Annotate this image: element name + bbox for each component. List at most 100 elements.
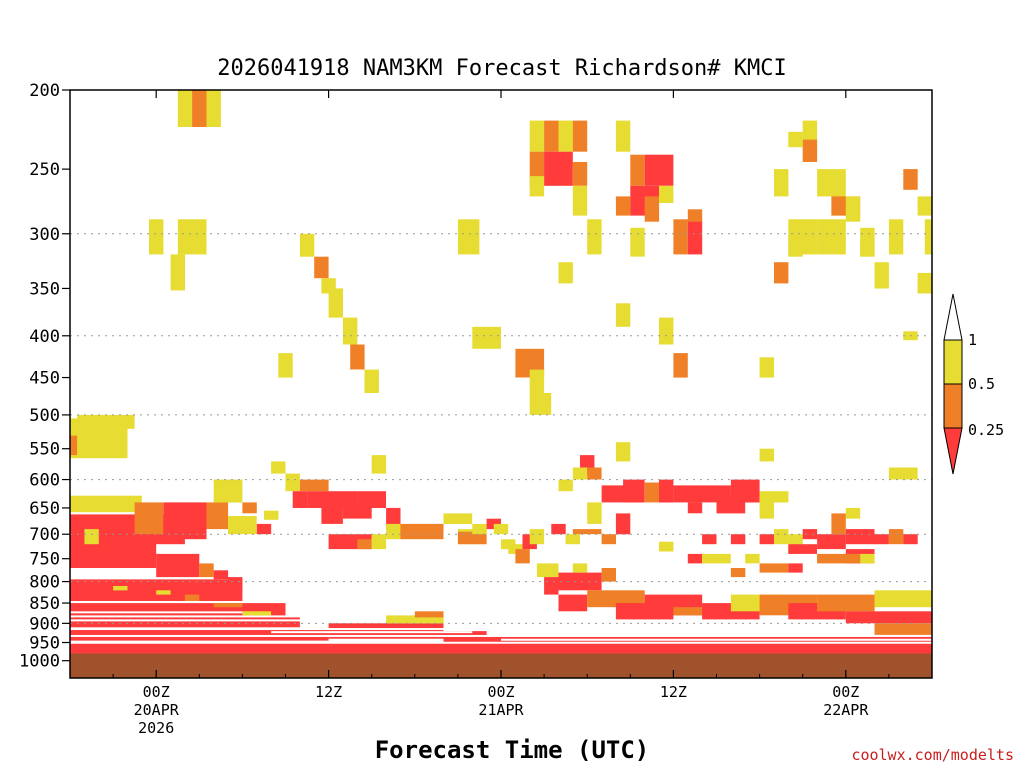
heatmap-cell bbox=[687, 219, 703, 255]
heatmap-cell bbox=[177, 219, 207, 255]
heatmap-cell bbox=[817, 169, 832, 197]
x-tick-label: 12Z bbox=[315, 683, 342, 701]
y-tick-label: 700 bbox=[29, 525, 60, 545]
heatmap-cell bbox=[544, 577, 559, 595]
heatmap-cell bbox=[70, 617, 300, 628]
heatmap-cell bbox=[206, 502, 229, 530]
heatmap-cell bbox=[888, 219, 904, 255]
heatmap-cell bbox=[587, 502, 602, 524]
heatmap-cell bbox=[730, 479, 760, 503]
heatmap-cell bbox=[587, 590, 645, 608]
heatmap-cell bbox=[156, 590, 171, 595]
heatmap-cell bbox=[673, 607, 703, 616]
heatmap-cell bbox=[630, 154, 645, 186]
heatmap-cell bbox=[544, 120, 559, 152]
heatmap-cell bbox=[745, 553, 760, 564]
heatmap-cell bbox=[759, 534, 774, 545]
heatmap-cell bbox=[558, 262, 573, 284]
colorbar-legend: 1 0.5 0.25 bbox=[943, 293, 1004, 475]
heatmap-cell bbox=[874, 262, 889, 289]
heatmap-cell bbox=[529, 393, 552, 415]
heatmap-cell bbox=[730, 568, 746, 578]
heatmap-cell bbox=[170, 254, 185, 291]
heatmap-cell bbox=[242, 502, 257, 514]
y-tick-label: 500 bbox=[29, 406, 60, 426]
heatmap-cell bbox=[292, 491, 308, 508]
heatmap-cell bbox=[572, 162, 588, 186]
heatmap-cell bbox=[615, 120, 631, 152]
heatmap-cell bbox=[788, 534, 803, 545]
heatmap-cell bbox=[659, 541, 674, 552]
heatmap-cell bbox=[874, 590, 932, 608]
heatmap-cell bbox=[587, 219, 602, 255]
heatmap-cell bbox=[328, 288, 343, 318]
heatmap-cell bbox=[759, 491, 774, 514]
heatmap-cell bbox=[213, 570, 229, 580]
heatmap-cell bbox=[817, 219, 846, 255]
heatmap-cell bbox=[845, 196, 861, 222]
heatmap-cell bbox=[601, 534, 616, 545]
heatmap-cell bbox=[572, 185, 588, 216]
heatmap-cell bbox=[386, 523, 401, 540]
y-tick-label: 1000 bbox=[19, 652, 60, 672]
heatmap-cell bbox=[70, 435, 78, 456]
chart-title: 2026041918 NAM3KM Forecast Richardson# K… bbox=[217, 56, 787, 81]
heatmap-cell bbox=[371, 534, 387, 550]
heatmap-cell bbox=[817, 534, 846, 550]
heatmap-cell bbox=[536, 563, 559, 578]
y-tick-label: 200 bbox=[29, 81, 60, 101]
heatmap-cell bbox=[644, 482, 660, 503]
heatmap-cell bbox=[285, 473, 300, 492]
heatmap-cell bbox=[414, 611, 444, 618]
heatmap-gap bbox=[70, 628, 501, 631]
colorbar-top-arrow bbox=[943, 293, 963, 341]
heatmap-cell bbox=[687, 209, 703, 222]
heatmap-cell bbox=[759, 507, 774, 519]
heatmap-cell bbox=[759, 357, 774, 378]
x-tick-label: 00Z bbox=[487, 683, 514, 701]
heatmap-cell bbox=[177, 90, 193, 127]
heatmap-cell bbox=[472, 326, 501, 349]
heatmap-cell bbox=[702, 534, 717, 545]
heatmap-cell bbox=[529, 529, 545, 545]
colorbar-label: 0.5 bbox=[968, 375, 995, 393]
heatmap-cell bbox=[113, 586, 128, 591]
heatmap-cell bbox=[702, 553, 731, 564]
heatmap-cell bbox=[774, 529, 789, 545]
x-tick-label: 20APR bbox=[134, 701, 180, 719]
x-tick-label: 2026 bbox=[138, 719, 174, 737]
heatmap-cell bbox=[350, 344, 365, 370]
y-tick-label: 900 bbox=[29, 614, 60, 634]
y-tick-label: 850 bbox=[29, 594, 60, 614]
heatmap-cell bbox=[70, 629, 329, 641]
heatmap-cell bbox=[572, 120, 588, 152]
heatmap-cell bbox=[515, 549, 530, 564]
heatmap-cell bbox=[845, 507, 861, 519]
heatmap-cell bbox=[400, 523, 444, 540]
heatmap-cell bbox=[551, 523, 566, 535]
heatmap-gap bbox=[70, 619, 358, 622]
heatmap-cell bbox=[817, 594, 875, 612]
x-axis-title: Forecast Time (UTC) bbox=[375, 736, 650, 764]
heatmap-cell bbox=[558, 594, 588, 612]
heatmap-cell bbox=[343, 317, 358, 345]
heatmap-cell bbox=[228, 516, 257, 535]
y-tick-label: 750 bbox=[29, 550, 60, 570]
heatmap-cell bbox=[163, 502, 207, 540]
heatmap-cell bbox=[472, 635, 932, 656]
heatmap-cell bbox=[213, 603, 243, 608]
heatmap-cell bbox=[924, 219, 932, 255]
heatmap-cell bbox=[206, 90, 221, 127]
heatmap-cell bbox=[84, 529, 99, 545]
heatmap-cell bbox=[364, 369, 379, 393]
y-tick-label: 550 bbox=[29, 440, 60, 460]
x-tick-label: 00Z bbox=[143, 683, 170, 701]
heatmap-cell bbox=[544, 151, 573, 186]
y-axis: 200 250 300 350 400 450 500 550 600 650 700 750 8008… bbox=[19, 81, 70, 672]
heatmap-cell bbox=[213, 479, 243, 503]
heatmap-cell bbox=[529, 176, 545, 197]
heatmap-cell bbox=[271, 461, 286, 474]
heatmap-cell bbox=[788, 131, 803, 148]
heatmap-cell bbox=[917, 196, 932, 216]
heatmap-cell bbox=[77, 414, 106, 456]
